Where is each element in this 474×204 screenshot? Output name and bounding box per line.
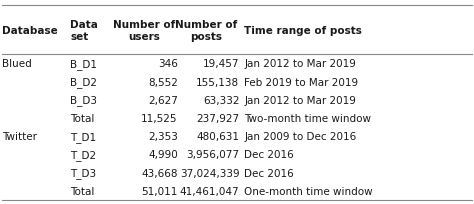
Text: 37,024,339: 37,024,339 <box>180 168 239 178</box>
Text: T_D1: T_D1 <box>70 131 96 142</box>
Text: Time range of posts: Time range of posts <box>244 26 362 35</box>
Text: B_D1: B_D1 <box>70 59 97 70</box>
Text: 2,353: 2,353 <box>148 132 178 142</box>
Text: 3,956,077: 3,956,077 <box>186 150 239 160</box>
Text: T_D3: T_D3 <box>70 167 96 178</box>
Text: 41,461,047: 41,461,047 <box>180 186 239 196</box>
Text: 63,332: 63,332 <box>203 95 239 105</box>
Text: Dec 2016: Dec 2016 <box>244 168 294 178</box>
Text: One-month time window: One-month time window <box>244 186 373 196</box>
Text: 19,457: 19,457 <box>203 59 239 69</box>
Text: T_D2: T_D2 <box>70 149 96 160</box>
Text: B_D2: B_D2 <box>70 77 97 88</box>
Text: 480,631: 480,631 <box>196 132 239 142</box>
Text: Jan 2009 to Dec 2016: Jan 2009 to Dec 2016 <box>244 132 356 142</box>
Text: Database: Database <box>2 26 58 35</box>
Text: 11,525: 11,525 <box>141 113 178 123</box>
Text: 346: 346 <box>158 59 178 69</box>
Text: Total: Total <box>70 113 94 123</box>
Text: B_D3: B_D3 <box>70 95 97 106</box>
Text: 2,627: 2,627 <box>148 95 178 105</box>
Text: Two-month time window: Two-month time window <box>244 113 371 123</box>
Text: Feb 2019 to Mar 2019: Feb 2019 to Mar 2019 <box>244 77 358 87</box>
Text: Data
set: Data set <box>70 19 98 42</box>
Text: Number of
users: Number of users <box>113 19 176 42</box>
Text: Number of
posts: Number of posts <box>175 19 237 42</box>
Text: Blued: Blued <box>2 59 32 69</box>
Text: Dec 2016: Dec 2016 <box>244 150 294 160</box>
Text: 43,668: 43,668 <box>141 168 178 178</box>
Text: 155,138: 155,138 <box>196 77 239 87</box>
Text: 51,011: 51,011 <box>141 186 178 196</box>
Text: Jan 2012 to Mar 2019: Jan 2012 to Mar 2019 <box>244 95 356 105</box>
Text: 4,990: 4,990 <box>148 150 178 160</box>
Text: 237,927: 237,927 <box>196 113 239 123</box>
Text: Twitter: Twitter <box>2 132 37 142</box>
Text: 8,552: 8,552 <box>148 77 178 87</box>
Text: Total: Total <box>70 186 94 196</box>
Text: Jan 2012 to Mar 2019: Jan 2012 to Mar 2019 <box>244 59 356 69</box>
